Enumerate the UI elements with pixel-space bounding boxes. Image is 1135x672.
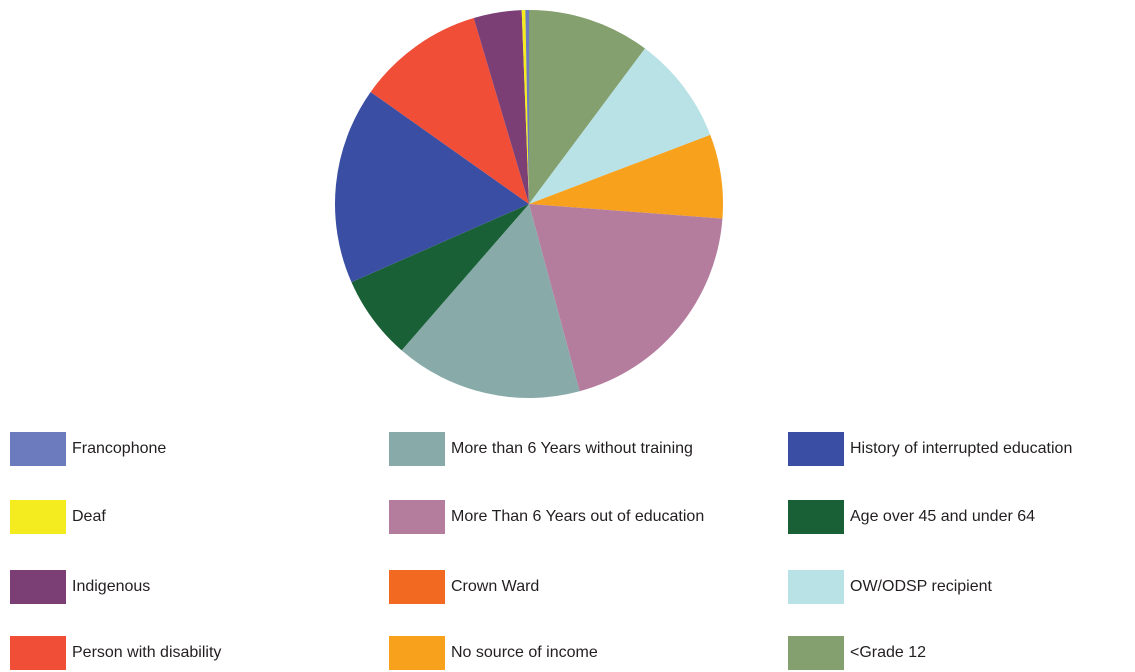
legend-swatch [10,432,66,466]
legend-item-crown-ward: Crown Ward [389,570,539,604]
pie-slice-age-over-45-and-under-64 [351,204,529,351]
legend-label: Indigenous [72,578,151,595]
pie-slice-history-of-interrupted-education [334,91,529,283]
legend-swatch [788,500,844,534]
legend-item-no-source-of-income: No source of income [389,636,598,670]
legend-label: Deaf [72,508,106,525]
legend-item-person-with-disability: Person with disability [10,636,221,670]
pie-slice-no-source-of-income [529,134,724,219]
legend-label: OW/ODSP recipient [850,578,992,595]
pie-slice-ow-odsp-recipient [529,48,711,204]
legend-swatch [10,570,66,604]
legend-swatch [788,636,844,670]
legend-label: More Than 6 Years out of education [451,508,705,525]
legend-item-age-over-45-and-under-64: Age over 45 and under 64 [788,500,1035,534]
legend-item-more-than-6-years-without-training: More than 6 Years without training [389,432,693,466]
legend-item-grade-12: <Grade 12 [788,636,926,670]
legend-item-ow-odsp-recipient: OW/ODSP recipient [788,570,992,604]
legend-swatch [788,432,844,466]
pie-slice-person-with-disability [370,18,529,204]
legend-item-deaf: Deaf [10,500,106,534]
legend-label: <Grade 12 [850,644,927,661]
legend-item-more-than-6-years-out-of-education: More Than 6 Years out of education [389,500,704,534]
legend-swatch [389,636,445,670]
legend-label: Person with disability [72,644,222,661]
legend-label: History of interrupted education [850,440,1073,457]
legend-item-history-of-interrupted-education: History of interrupted education [788,432,1072,466]
pie-slice-more-than-6-years-out-of-education [529,204,723,392]
pie-chart [334,9,724,398]
legend-swatch [10,636,66,670]
pie-slice-more-than-6-years-without-training [401,204,580,398]
legend-swatch [389,500,445,534]
legend-swatch [10,500,66,534]
pie-slice-indigenous [473,10,529,205]
legend-label: No source of income [451,644,598,661]
legend-swatch [389,570,445,604]
legend-swatch [389,432,445,466]
legend-swatch [788,570,844,604]
pie-slice-francophone [525,9,529,205]
legend-label: Francophone [72,440,167,457]
legend-label: Crown Ward [451,578,540,595]
pie-slice-deaf [521,10,529,205]
legend-label: Age over 45 and under 64 [850,508,1036,525]
legend-item-francophone: Francophone [10,432,166,466]
legend-label: More than 6 Years without training [451,440,693,457]
pie-slice-grade-12 [529,10,645,204]
legend-item-indigenous: Indigenous [10,570,150,604]
